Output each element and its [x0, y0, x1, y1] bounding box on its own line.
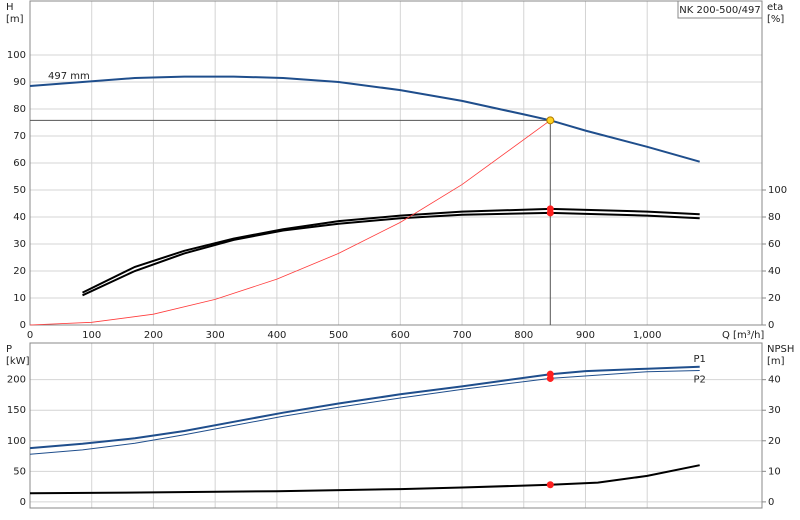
x-tick-label: 100: [82, 330, 101, 341]
x-axis-label: Q [m³/h]: [722, 330, 764, 341]
y2-axis-label: [%]: [767, 14, 784, 25]
x-tick-label: 1,000: [633, 330, 662, 341]
series-line: [29, 75, 700, 163]
y-tick-label: 100: [7, 50, 26, 61]
y2-tick-label: 30: [768, 405, 781, 416]
y-axis-label: P: [6, 344, 12, 355]
y2-tick-label: 20: [768, 293, 781, 304]
y2-tick-label: 40: [768, 375, 781, 386]
plot-frame: [29, 0, 763, 326]
y-tick-label: 40: [13, 212, 26, 223]
series-line: [29, 370, 700, 455]
x-tick-label: 900: [576, 330, 595, 341]
y2-tick-label: 40: [768, 266, 781, 277]
y-axis-label: [m]: [6, 14, 24, 25]
y2-tick-label: 0: [768, 497, 774, 508]
plot-frame: [29, 342, 763, 509]
y2-tick-label: 10: [768, 466, 781, 477]
duty-point: [546, 481, 554, 489]
y-tick-label: 50: [13, 466, 26, 477]
y-axis-label: [kW]: [6, 356, 30, 367]
duty-point: [546, 116, 555, 125]
x-tick-label: 200: [144, 330, 163, 341]
x-tick-label: 300: [206, 330, 225, 341]
y2-tick-label: 100: [768, 185, 787, 196]
series-line: [29, 119, 551, 326]
series-label: 497 mm: [48, 71, 90, 82]
series-label: P1: [693, 354, 705, 365]
y-tick-label: 150: [7, 405, 26, 416]
y-tick-label: 60: [13, 158, 26, 169]
y-tick-label: 0: [20, 320, 26, 331]
y-tick-label: 20: [13, 266, 26, 277]
y-tick-label: 70: [13, 131, 26, 142]
x-tick-label: 700: [452, 330, 471, 341]
y-tick-label: 100: [7, 436, 26, 447]
x-tick-label: 600: [391, 330, 410, 341]
series-line: [29, 365, 700, 450]
x-tick-label: 0: [27, 330, 33, 341]
y2-tick-label: 0: [768, 320, 774, 331]
duty-point: [546, 209, 554, 217]
y-axis-label: H: [6, 2, 14, 13]
y2-tick-label: 20: [768, 436, 781, 447]
duty-point: [546, 374, 554, 382]
series-line: [82, 211, 700, 297]
y2-tick-label: 60: [768, 239, 781, 250]
series-line: [82, 207, 700, 294]
x-tick-label: 400: [267, 330, 286, 341]
y-tick-label: 0: [20, 497, 26, 508]
title-box: [677, 0, 763, 19]
chart-title: NK 200-500/497: [679, 5, 760, 16]
y-tick-label: 50: [13, 185, 26, 196]
panel: 0 50 100 150 200 0 10 20 30 40 P[kW] NPSH[m] P1 P2: [6, 342, 794, 509]
y-tick-label: 200: [7, 375, 26, 386]
y-tick-label: 90: [13, 77, 26, 88]
panel: 0 100 200 300 400 500 600 700 800 900 1,0000102030…: [6, 0, 787, 341]
y2-axis-label: [m]: [767, 356, 785, 367]
x-tick-label: 800: [514, 330, 533, 341]
series-line: [29, 464, 700, 495]
series-label: P2: [693, 375, 705, 386]
y2-axis-label: eta: [767, 2, 783, 13]
y-tick-label: 10: [13, 293, 26, 304]
y-tick-label: 30: [13, 239, 26, 250]
y-tick-label: 80: [13, 104, 26, 115]
y2-axis-label: NPSH: [767, 344, 794, 355]
x-tick-label: 500: [329, 330, 348, 341]
y2-tick-label: 80: [768, 212, 781, 223]
